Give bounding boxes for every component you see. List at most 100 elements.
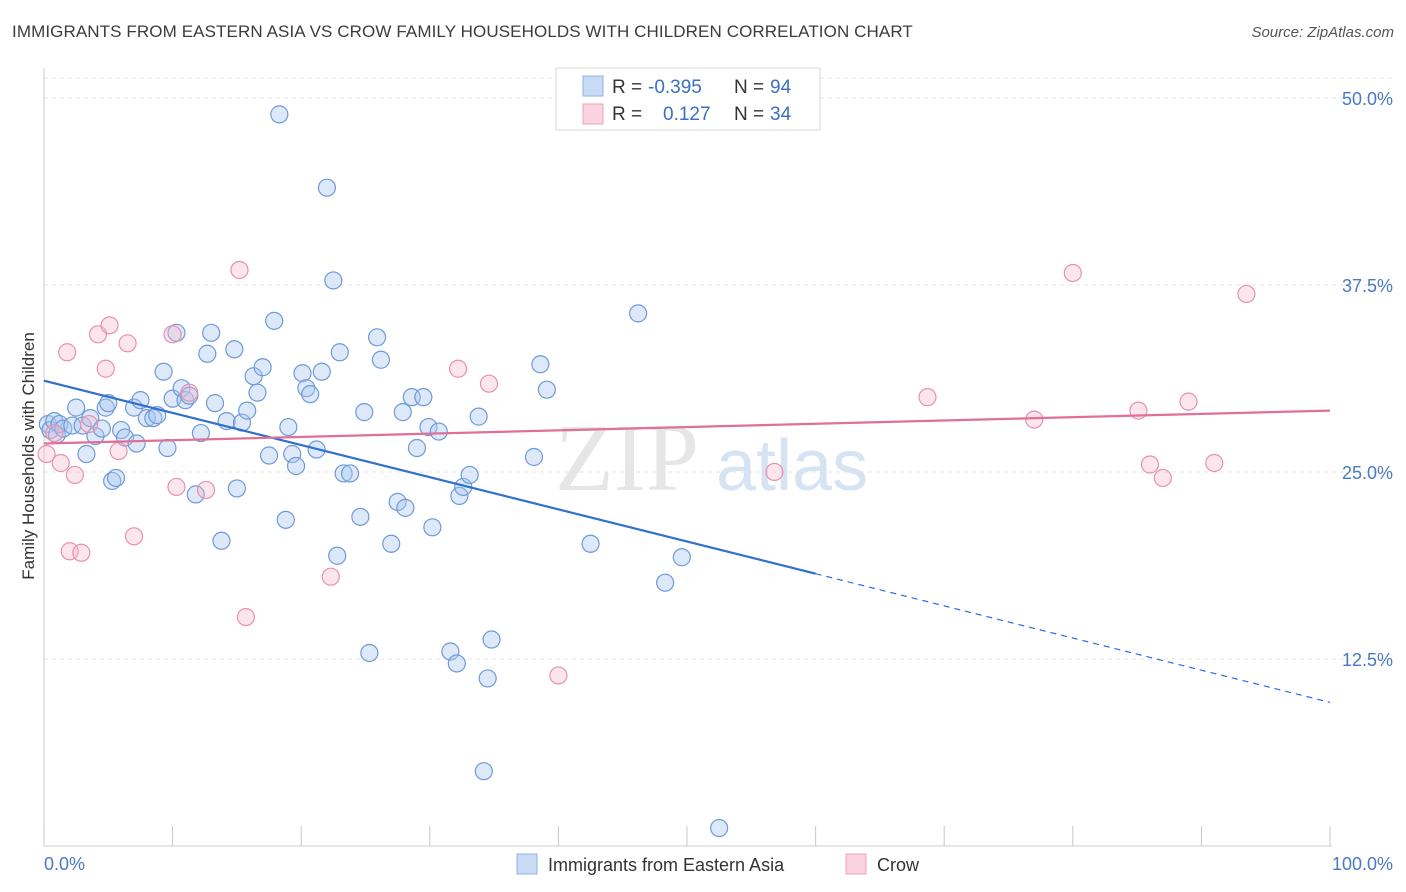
y-tick-label: 50.0% <box>1342 89 1393 109</box>
immigrants-point <box>81 409 100 428</box>
bottom-legend-label-1: Immigrants from Eastern Asia <box>548 855 785 875</box>
y-tick-label: 12.5% <box>1342 650 1393 670</box>
immigrants-point <box>283 444 302 464</box>
immigrants-point <box>191 423 210 443</box>
immigrants-point <box>77 444 96 464</box>
immigrants-point <box>371 350 391 369</box>
legend-r-value-2: 0.127 <box>663 104 711 125</box>
immigrants-point <box>259 446 279 465</box>
immigrants-point <box>382 534 401 553</box>
immigrants-point <box>537 380 556 399</box>
crow-point <box>918 388 937 407</box>
crow-point <box>765 462 784 482</box>
immigrants-point <box>301 385 320 404</box>
immigrants-point <box>334 464 353 483</box>
legend-n-label-1: N = <box>734 77 764 98</box>
immigrants-point <box>447 654 466 673</box>
y-tick-label: 25.0% <box>1342 463 1393 483</box>
immigrants-point <box>482 630 501 649</box>
immigrants-point <box>450 486 469 505</box>
immigrants-point <box>154 362 173 381</box>
crow-point <box>1025 410 1044 429</box>
gridlines <box>44 77 1392 660</box>
immigrants-point <box>414 388 433 407</box>
immigrants-point <box>73 416 92 435</box>
immigrants-point <box>317 178 337 197</box>
immigrants-point <box>396 498 415 517</box>
immigrants-point <box>629 304 648 323</box>
crow-point <box>1205 453 1224 473</box>
immigrants-point <box>328 546 347 565</box>
crow-point <box>1140 455 1160 474</box>
immigrants-point <box>137 409 156 428</box>
immigrants-point <box>429 422 448 441</box>
legend-n-value-2: 34 <box>770 104 792 125</box>
crow-point <box>479 374 499 393</box>
bottom-legend: Immigrants from Eastern Asia Crow <box>516 853 920 875</box>
crow-point <box>236 607 256 627</box>
crow-point <box>58 343 77 362</box>
axes <box>43 68 1332 847</box>
crow-point <box>1153 468 1172 488</box>
legend-box: R = -0.395 N = 94 R = 0.127 N = 34 <box>555 67 821 131</box>
immigrants-point <box>127 434 146 453</box>
crow-point <box>124 527 144 546</box>
crow-point <box>37 444 56 464</box>
immigrants-point <box>469 407 488 426</box>
immigrants-point <box>460 465 479 485</box>
immigrants-point <box>324 271 343 290</box>
immigrants-point <box>265 311 284 330</box>
legend-n-label-2: N = <box>734 104 764 125</box>
immigrants-point <box>355 403 374 422</box>
legend-swatch-blue <box>582 75 604 97</box>
x-tick-label-min: 0.0% <box>44 854 85 874</box>
series-immigrants-points <box>38 105 729 838</box>
immigrants-point <box>478 669 497 688</box>
crow-point <box>109 441 128 461</box>
immigrants-point <box>227 479 246 498</box>
crow-point <box>51 453 70 473</box>
crow-point <box>163 325 182 344</box>
series-crow-points <box>37 260 1256 685</box>
crow-point <box>448 359 468 378</box>
crow-point <box>180 383 199 402</box>
chart-source: Source: ZipAtlas.com <box>1251 24 1394 41</box>
chart-title: IMMIGRANTS FROM EASTERN ASIA VS CROW FAM… <box>12 22 913 41</box>
y-tick-label: 37.5% <box>1342 276 1393 296</box>
crow-point <box>321 567 340 586</box>
immigrants-point <box>225 340 244 359</box>
immigrants-point <box>419 417 438 437</box>
immigrants-point <box>158 438 177 458</box>
immigrants-point <box>312 362 331 381</box>
crow-point <box>96 359 115 378</box>
immigrants-point <box>106 468 126 488</box>
crow-point <box>230 260 249 280</box>
crow-point <box>1063 263 1082 283</box>
crow-point <box>167 477 186 497</box>
immigrants-point <box>340 464 360 483</box>
immigrants-point <box>351 507 370 526</box>
immigrants-point <box>67 398 86 417</box>
watermark-atlas: atlas <box>716 426 868 506</box>
bottom-legend-label-2: Crow <box>877 855 920 875</box>
legend-n-value-1: 94 <box>770 77 792 98</box>
crow-point <box>72 543 91 562</box>
immigrants-point <box>202 323 221 342</box>
crow-point <box>1179 392 1198 411</box>
immigrants-point <box>531 355 550 374</box>
legend-r-label-1: R = <box>612 77 642 98</box>
immigrants-point <box>474 762 493 781</box>
crow-point <box>65 465 84 485</box>
legend-swatch-pink <box>582 103 604 125</box>
crow-point <box>118 334 137 353</box>
watermark-zip: ZIP <box>555 404 699 511</box>
x-tick-label-max: 100.0% <box>1332 854 1393 874</box>
immigrants-point <box>672 548 691 567</box>
crow-point <box>45 423 64 443</box>
immigrants-point <box>330 343 349 362</box>
crow-point <box>60 542 79 561</box>
immigrants-point <box>656 573 675 592</box>
immigrants-point <box>524 447 544 467</box>
immigrants-point <box>407 438 427 458</box>
bottom-legend-swatch-pink <box>845 853 867 875</box>
